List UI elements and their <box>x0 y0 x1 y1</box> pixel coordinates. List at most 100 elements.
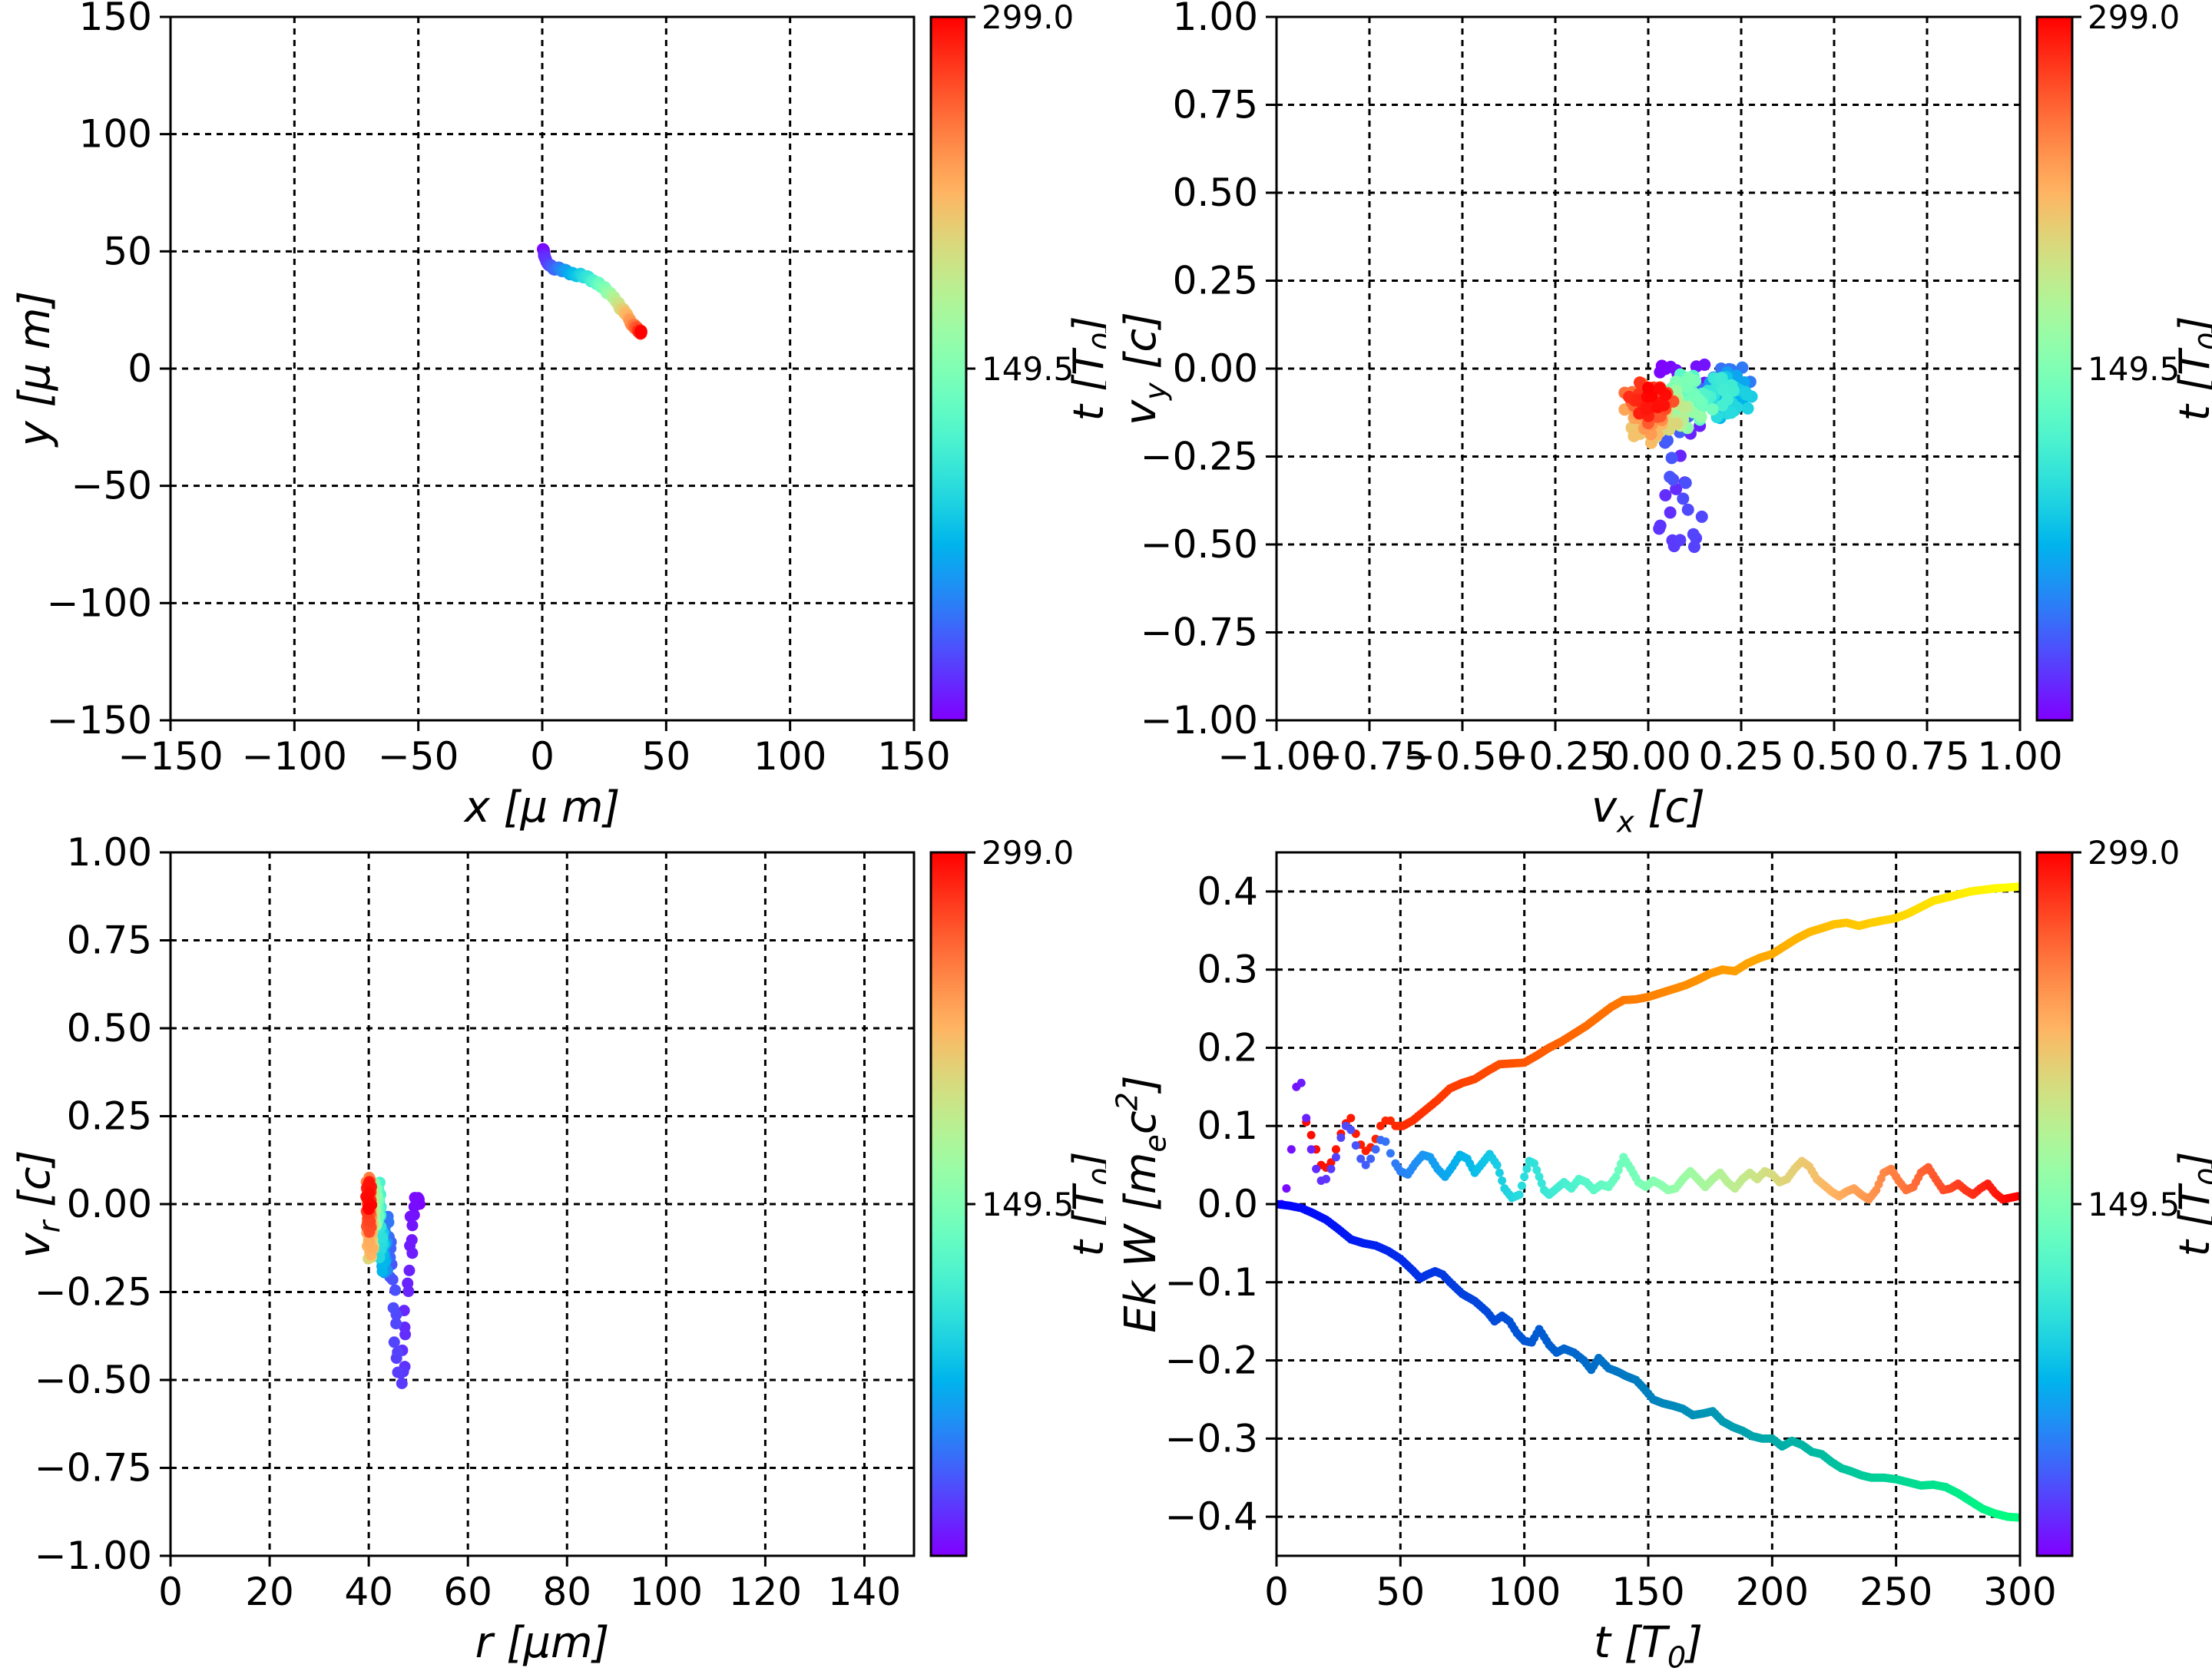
axis-ticks <box>1266 15 2022 731</box>
colorbar <box>929 15 968 722</box>
y-tick-label: −100 <box>47 581 152 625</box>
xy-trajectory-plot: −150 −100 −50 0 50 100 150 −150 −100 −50 0 50 100 150… <box>10 0 1106 832</box>
r-vr-phase-plot: 0 20 40 60 80 100 120 140 −1.00 −0.75 −0.50 −0.25 0.… <box>10 836 1106 1668</box>
y-axis-label: y [μ m] <box>10 291 60 448</box>
colorbar-label: t [T0] <box>2171 316 2212 422</box>
y-tick-label: 0.00 <box>67 1182 152 1226</box>
y-axis-label: vr [c] <box>10 1150 66 1258</box>
x-axis-label: x [μ m] <box>463 783 621 832</box>
plot-data <box>1277 882 2020 1522</box>
series-middle-oscillating-curve <box>1277 1078 2020 1209</box>
x-tick-label: 1.00 <box>1977 734 2062 779</box>
y-tick-label: 0.25 <box>1173 259 1258 303</box>
x-tick-label: −0.75 <box>1310 734 1428 779</box>
x-tick-label: −50 <box>378 734 459 779</box>
series-radial-velocity-path <box>360 1171 426 1389</box>
y-tick-label: 0.00 <box>1173 346 1258 391</box>
x-tick-label: 0 <box>530 734 555 779</box>
vx-vy-phase-plot: −1.00−0.75−0.50−0.250.00 0.25 0.50 0.75 1.00… <box>1116 0 2212 836</box>
series-bottom-falling-curve <box>1277 1199 2020 1522</box>
axis-tick-labels: 0 50 100 150 200 250 300 −0.4 −0.3 −0.2 −0.1 0.0 0.1… <box>1165 869 2057 1614</box>
x-tick-label: 50 <box>642 734 691 779</box>
x-tick-label: −1.00 <box>1217 734 1335 779</box>
y-tick-label: 0.2 <box>1197 1025 1258 1070</box>
x-tick-label: 0 <box>1264 1570 1289 1614</box>
y-tick-label: 0.50 <box>1173 170 1258 215</box>
x-axis-label: r [μm] <box>475 1618 610 1668</box>
y-tick-label: 100 <box>79 112 152 157</box>
y-tick-label: −150 <box>47 698 152 743</box>
colorbar-tick-label: 299.0 <box>982 836 1074 872</box>
colorbar-tick-label: 149.5 <box>2088 350 2180 388</box>
colorbar-label: t [T0] <box>1065 316 1106 422</box>
x-tick-label: 0.75 <box>1884 734 1969 779</box>
x-tick-label: 50 <box>1376 1570 1426 1614</box>
colorbar-tick-labels: 299.0 149.5 <box>982 836 1074 1223</box>
x-tick-label: 20 <box>245 1570 294 1614</box>
x-tick-label: 100 <box>753 734 826 779</box>
colorbar-tick-label: 299.0 <box>982 0 1074 36</box>
y-tick-label: 1.00 <box>67 836 152 875</box>
grid-lines <box>1275 852 2022 1556</box>
series-top-rising-curve <box>1302 882 2020 1173</box>
colorbar-label: t [T0] <box>2171 1152 2212 1257</box>
y-tick-label: 0.50 <box>67 1006 152 1051</box>
x-tick-label: 250 <box>1859 1570 1932 1614</box>
colorbar <box>2035 851 2074 1557</box>
x-tick-label: 200 <box>1736 1570 1809 1614</box>
y-tick-label: −50 <box>71 464 152 508</box>
plot-data <box>1618 358 1758 554</box>
x-tick-label: 150 <box>877 734 950 779</box>
colorbar <box>929 851 968 1557</box>
y-tick-label: −0.1 <box>1165 1260 1258 1305</box>
x-axis-label: vx [c] <box>1591 783 1705 836</box>
y-tick-label: −0.75 <box>35 1446 152 1491</box>
axis-tick-labels: −150 −100 −50 0 50 100 150 −150 −100 −50 0 50 100 150 <box>47 0 951 779</box>
y-tick-label: −0.25 <box>35 1270 152 1315</box>
panel-vx-vy-phase: −1.00 −0.75 −0.50 −0.25 0.00 0.25 0.50 0.75 1.00… <box>1106 0 2212 836</box>
panel-r-vr-phase: 0 20 40 60 80 100 120 140 −1.00 −0.75 −0.50 −0.25 0.… <box>0 836 1106 1671</box>
colorbar-tick-label: 299.0 <box>2088 836 2180 872</box>
x-tick-label: 150 <box>1611 1570 1684 1614</box>
axis-ticks <box>160 15 916 731</box>
x-axis-label: t [T0] <box>1594 1618 1703 1671</box>
x-tick-label: −0.25 <box>1496 734 1614 779</box>
grid-lines <box>1275 15 2022 722</box>
x-tick-label: 100 <box>630 1570 703 1614</box>
axis-ticks <box>160 851 866 1567</box>
y-tick-label: 50 <box>103 229 152 273</box>
colorbar-tick-labels: 299.0 149.5 <box>2088 836 2180 1223</box>
y-axis-label: Ek W [mec2] <box>1110 1075 1172 1333</box>
y-tick-label: −0.3 <box>1165 1416 1258 1461</box>
series-velocity-path <box>1618 358 1758 554</box>
x-tick-label: 0.25 <box>1698 734 1783 779</box>
x-tick-label: 0 <box>158 1570 183 1614</box>
grid-lines <box>169 851 914 1557</box>
x-tick-label: 300 <box>1983 1570 2056 1614</box>
colorbar-label: t [T0] <box>1065 1152 1106 1257</box>
y-tick-label: −0.50 <box>35 1358 152 1402</box>
x-tick-label: 60 <box>443 1570 492 1614</box>
x-tick-label: 0.00 <box>1605 734 1690 779</box>
panel-xy-trajectory: −150 −100 −50 0 50 100 150 −150 −100 −50 0 50 100 150… <box>0 0 1106 836</box>
colorbar-tick-label: 149.5 <box>982 350 1074 388</box>
colorbar-ticks <box>966 15 975 370</box>
y-tick-label: −0.2 <box>1165 1338 1258 1383</box>
colorbar-tick-label: 299.0 <box>2088 0 2180 36</box>
y-axis-label: vy [c] <box>1116 312 1172 425</box>
colorbar-tick-label: 149.5 <box>2088 1186 2180 1223</box>
y-tick-label: 0.75 <box>67 918 152 963</box>
series-particle-path <box>536 243 647 340</box>
energy-time-plot: 0 50 100 150 200 250 300 −0.4 −0.3 −0.2 −0.1 0.0 0.1… <box>1110 836 2212 1671</box>
y-tick-label: 1.00 <box>1173 0 1258 39</box>
colorbar-ticks <box>2072 851 2081 1206</box>
y-tick-label: −0.4 <box>1165 1494 1258 1539</box>
x-tick-label: 140 <box>828 1570 901 1614</box>
colorbar-tick-labels: 299.0 149.5 <box>2088 0 2180 388</box>
colorbar-tick-labels: 299.0 149.5 <box>982 0 1074 388</box>
y-tick-label: 0.75 <box>1173 83 1258 127</box>
grid-lines <box>169 15 916 722</box>
x-tick-label: −100 <box>242 734 347 779</box>
colorbar-tick-label: 149.5 <box>982 1186 1074 1223</box>
